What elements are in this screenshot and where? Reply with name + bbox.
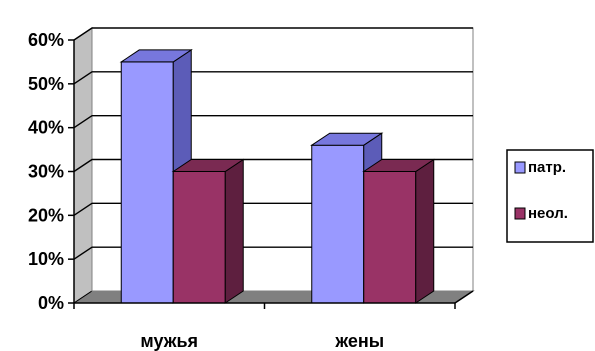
bar-front bbox=[172, 171, 226, 304]
y-tick-label: 30% bbox=[28, 162, 64, 182]
y-tick-label: 60% bbox=[28, 30, 64, 50]
y-tick-label: 10% bbox=[28, 249, 64, 269]
bar-front bbox=[311, 144, 365, 304]
bar-side bbox=[224, 158, 244, 304]
gridline bbox=[73, 71, 473, 85]
bar-top bbox=[119, 49, 193, 63]
y-tick-label: 20% bbox=[28, 205, 64, 225]
x-category-label: мужья bbox=[140, 331, 198, 351]
bars bbox=[119, 48, 436, 304]
gridline bbox=[73, 114, 473, 129]
bar-top bbox=[171, 159, 245, 172]
bar-top bbox=[362, 159, 436, 172]
legend-label: неол. bbox=[528, 205, 568, 222]
x-axis-category-labels: мужья жены bbox=[140, 331, 384, 351]
x-axis-end bbox=[454, 290, 474, 304]
legend-swatch bbox=[514, 161, 526, 174]
legend: патр. неол. bbox=[506, 149, 594, 243]
gridline bbox=[73, 27, 473, 41]
y-tick-label: 0% bbox=[38, 293, 64, 313]
legend-label: патр. bbox=[528, 159, 566, 176]
bar-top bbox=[310, 132, 384, 146]
x-category-label: жены bbox=[334, 331, 384, 351]
y-tick-label: 50% bbox=[28, 74, 64, 94]
y-axis-tick-labels: 0% 10% 20% 30% 40% 50% 60% bbox=[28, 30, 64, 313]
x-axis bbox=[68, 39, 474, 309]
bar-front bbox=[363, 171, 417, 304]
bar-front bbox=[120, 61, 174, 304]
legend-swatch bbox=[514, 207, 526, 220]
bar-side bbox=[415, 158, 435, 304]
y-tick-label: 40% bbox=[28, 118, 64, 138]
